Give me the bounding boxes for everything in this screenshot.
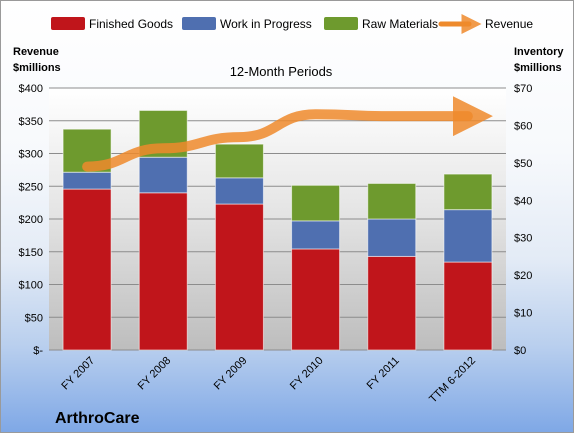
bar-work-in-progress <box>138 156 188 194</box>
right-tick-label: $50 <box>514 158 532 170</box>
left-tick-label: $300 <box>19 149 43 161</box>
right-tick-label: $40 <box>514 195 532 207</box>
x-tick-label: FY 2010 <box>288 355 326 393</box>
left-tick-label: $- <box>33 345 43 357</box>
left-tick-label: $200 <box>19 214 43 226</box>
x-tick-label: FY 2007 <box>59 355 97 393</box>
bar-finished-goods <box>214 203 264 351</box>
left-axis-title-line2: $millions <box>13 62 61 74</box>
x-tick-label: TTM 6-2012 <box>427 355 478 406</box>
bar-work-in-progress <box>367 218 417 257</box>
right-tick-label: $70 <box>514 83 532 95</box>
legend-label-revenue: Revenue <box>485 17 533 31</box>
legend-label-raw-materials: Raw Materials <box>362 17 438 31</box>
x-tick-label: FY 2011 <box>365 355 402 392</box>
left-tick-label: $50 <box>25 312 43 324</box>
x-axis-ticks: FY 2007 FY 2008 FY 2009 FY 2010 FY 2011 TTM 6… <box>59 355 478 406</box>
x-tick-label: FY 2009 <box>212 355 250 393</box>
revenue-line-group <box>82 96 493 172</box>
bar-raw-materials <box>214 143 264 179</box>
left-tick-label: $250 <box>19 181 43 193</box>
legend-swatch-work-in-progress <box>182 17 216 30</box>
bar-finished-goods <box>138 192 188 351</box>
left-tick-label: $100 <box>19 280 43 292</box>
right-axis-title-line2: $millions <box>514 62 562 74</box>
left-axis-title-line1: Revenue <box>13 46 59 58</box>
legend-swatch-finished-goods <box>51 17 85 30</box>
bar-raw-materials <box>291 184 341 222</box>
left-axis-ticks: $- $50 $100 $150 $200 $250 $300 $350 $400 <box>19 83 44 357</box>
bar-work-in-progress <box>291 220 341 250</box>
chart-title: 12-Month Periods <box>230 64 333 79</box>
bar-work-in-progress <box>214 177 264 205</box>
revenue-line <box>82 96 493 172</box>
legend-label-finished-goods: Finished Goods <box>89 17 173 31</box>
bar-raw-materials <box>443 173 493 211</box>
right-tick-label: $60 <box>514 120 532 132</box>
bar-finished-goods <box>291 248 341 351</box>
bar-finished-goods <box>443 261 493 351</box>
legend-swatch-raw-materials <box>324 17 358 30</box>
right-tick-label: $0 <box>514 345 526 357</box>
bar-work-in-progress <box>443 209 493 263</box>
bars <box>62 109 493 351</box>
bar-finished-goods <box>62 188 112 351</box>
right-tick-label: $30 <box>514 233 532 245</box>
x-tick-label: FY 2008 <box>136 355 174 393</box>
left-tick-label: $350 <box>19 116 43 128</box>
right-tick-label: $20 <box>514 270 532 282</box>
legend-label-work-in-progress: Work in Progress <box>220 17 312 31</box>
right-axis-title-line1: Inventory <box>514 46 564 58</box>
company-name: ArthroCare <box>55 410 140 427</box>
left-tick-label: $150 <box>19 247 43 259</box>
right-tick-label: $10 <box>514 308 532 320</box>
bar-raw-materials <box>367 182 417 220</box>
bar-work-in-progress <box>62 171 112 190</box>
bar-finished-goods <box>367 255 417 351</box>
left-tick-label: $400 <box>19 83 43 95</box>
right-axis-ticks: $0 $10 $20 $30 $40 $50 $60 $70 <box>514 83 532 357</box>
legend: Finished Goods Work in Progress Raw Mate… <box>51 14 533 34</box>
